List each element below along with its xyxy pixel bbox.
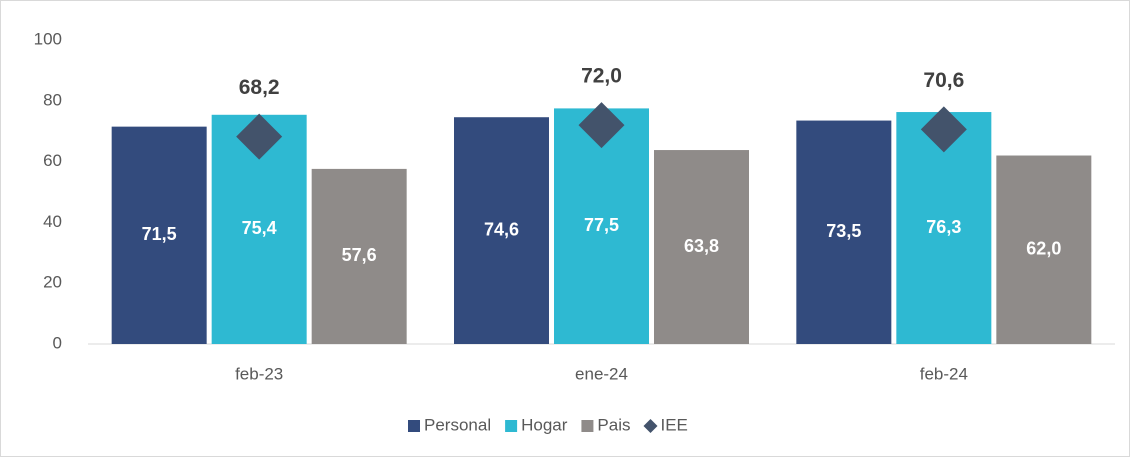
y-tick-label: 20	[43, 273, 62, 292]
y-tick-label: 60	[43, 151, 62, 170]
legend-swatch	[408, 420, 420, 432]
bar	[796, 120, 892, 344]
marker	[578, 102, 625, 149]
legend-label: Personal	[424, 415, 491, 434]
data-label: 77,5	[584, 215, 619, 235]
x-tick-label: feb-24	[920, 364, 968, 383]
data-label: 75,4	[242, 218, 277, 238]
marker	[236, 113, 283, 160]
legend-marker	[643, 419, 658, 433]
bar	[111, 126, 207, 344]
legend-swatch	[505, 420, 518, 432]
data-label: 72,0	[581, 65, 622, 88]
bar	[996, 155, 1092, 344]
data-label: 73,5	[826, 221, 861, 241]
data-label: 62,0	[1026, 239, 1061, 259]
data-label: 74,6	[484, 219, 519, 239]
data-label: 71,5	[142, 224, 177, 244]
y-tick-label: 0	[53, 333, 62, 352]
data-label: 76,3	[926, 217, 961, 237]
bar	[654, 150, 749, 344]
marker	[920, 106, 967, 153]
x-tick-label: ene-24	[575, 364, 628, 383]
bar	[454, 117, 549, 344]
data-label: 57,6	[342, 245, 377, 265]
legend-swatch	[581, 420, 594, 432]
data-label: 68,2	[239, 76, 280, 99]
y-tick-label: 100	[34, 29, 62, 48]
bar	[311, 168, 407, 344]
data-label: 70,6	[923, 69, 964, 92]
legend-label: IEE	[661, 415, 688, 434]
legend-label: Hogar	[521, 415, 568, 434]
y-tick-label: 80	[43, 90, 62, 109]
legend-label: Pais	[597, 415, 630, 434]
y-tick-label: 40	[43, 212, 62, 231]
x-tick-label: feb-23	[235, 364, 283, 383]
data-label: 63,8	[684, 236, 719, 256]
